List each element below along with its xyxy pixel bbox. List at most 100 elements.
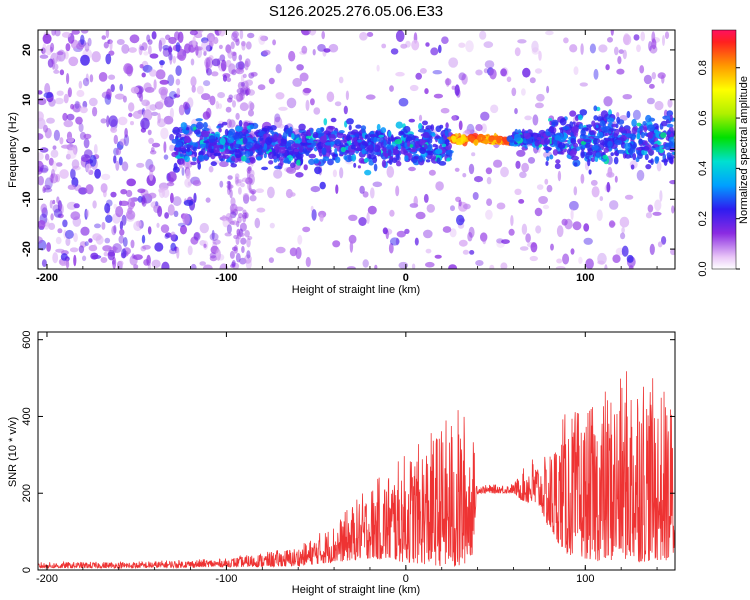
spectrogram-cell: [293, 143, 301, 148]
spectrogram-cell: [458, 42, 466, 48]
spectrogram-cell: [323, 48, 331, 53]
spectrogram-cell: [312, 131, 319, 139]
spectrogram-cell: [328, 134, 336, 141]
spectrogram-cell: [590, 157, 596, 162]
spectrogram-cell: [308, 153, 317, 159]
spectrogram-cell: [219, 180, 224, 188]
spectrogram-cell: [395, 237, 399, 246]
spectrogram-cell: [414, 237, 419, 246]
spectrogram-cell: [554, 163, 561, 170]
spectrogram-cell: [182, 213, 190, 225]
spectrogram-cell: [180, 225, 187, 235]
spectrogram-cell: [425, 248, 432, 254]
spectrogram-cell: [569, 110, 577, 117]
spectrogram-cell: [468, 163, 475, 175]
spectrogram-cell: [403, 125, 411, 134]
spectrogram-cell: [133, 254, 143, 260]
spectrogram-cell: [436, 157, 441, 164]
spectrogram-cell: [606, 181, 611, 193]
spectrogram-cell: [219, 137, 226, 145]
spectrogram-cell: [573, 186, 578, 196]
spectrogram-cell: [640, 131, 645, 139]
spectrogram-cell: [492, 136, 500, 140]
spectrogram-cell: [572, 121, 576, 125]
spectrogram-cell: [290, 162, 296, 168]
spectrogram-cell: [591, 186, 600, 198]
spectrogram-cell: [222, 74, 228, 82]
spectrogram-cell: [274, 113, 281, 123]
spectrogram-cell: [44, 83, 51, 95]
spectrogram-cell: [59, 169, 69, 179]
spectrogram-cell: [51, 58, 55, 70]
spectrogram-cell: [136, 162, 145, 168]
spectrogram-cell: [283, 159, 291, 164]
spectrogram-cell: [219, 263, 228, 269]
spectrogram-cell: [538, 50, 542, 61]
spectrogram-cell: [511, 87, 517, 97]
spectrogram-cell: [370, 187, 375, 199]
spectrogram-cell: [101, 221, 106, 230]
spectrogram-cell: [212, 239, 221, 245]
spectrogram-cell: [623, 33, 630, 45]
spectrogram-cell: [118, 260, 124, 266]
spectrogram-cell: [202, 133, 210, 138]
spectrogram-cell: [147, 263, 152, 269]
spectrogram-cell: [140, 245, 147, 252]
spectrogram-cell: [258, 148, 262, 155]
spectrogram-cell: [500, 262, 508, 269]
spectrogram-cell: [431, 132, 436, 137]
spectrogram-cell: [111, 225, 117, 236]
spectrogram-cell: [240, 82, 246, 87]
spectrogram-cell: [46, 242, 51, 252]
spectrogram-cell: [445, 150, 452, 156]
spectrogram-cell: [245, 89, 249, 96]
spectrogram-cell: [570, 139, 574, 143]
spectrogram-cell: [56, 196, 60, 204]
spectrogram-cell: [213, 144, 221, 148]
spectrogram-cell: [71, 159, 80, 170]
spectrogram-cell: [195, 44, 199, 56]
spectrogram-cell: [125, 189, 133, 198]
spectrogram-cell: [508, 136, 513, 141]
spectrogram-cell: [308, 158, 316, 165]
spectrogram-cell: [630, 164, 635, 170]
spectrogram-cell: [616, 112, 620, 118]
spectrogram-cell: [441, 36, 449, 44]
spectrogram-cell: [535, 225, 542, 234]
spectrogram-cell: [38, 133, 44, 140]
spectrogram-cell: [599, 139, 605, 146]
spectrogram-cell: [256, 207, 266, 213]
spectrogram-cell: [302, 226, 311, 233]
spectrogram-cell: [408, 118, 415, 123]
spectrogram-cell: [118, 156, 123, 166]
spectrogram-cell: [168, 52, 173, 61]
spectrogram-cell: [659, 190, 663, 202]
spectrogram-cell: [617, 56, 622, 65]
spectrogram-cell: [170, 231, 176, 241]
spectrogram-cell: [618, 126, 626, 132]
spectrogram-cell: [119, 83, 123, 92]
spectrogram-cell: [203, 80, 211, 87]
spectrogram-cell: [117, 116, 128, 126]
spectrogram-cell: [297, 234, 303, 245]
spectrogram-cell: [591, 144, 599, 151]
y-tick-label: 10: [21, 94, 33, 106]
spectrogram-cell: [38, 166, 43, 175]
spectrogram-cell: [521, 88, 526, 96]
spectrogram-cell: [186, 147, 191, 153]
spectrogram-cell: [187, 181, 192, 186]
spectrogram-cell: [364, 169, 372, 176]
spectrogram-cell: [104, 203, 111, 214]
spectrogram-cell: [463, 203, 471, 210]
spectrogram-cell: [489, 264, 495, 269]
spectrogram-cell: [589, 130, 595, 136]
spectrogram-cell: [311, 209, 317, 221]
spectrogram-cell: [169, 248, 178, 255]
spectrogram-cell: [121, 161, 129, 172]
spectrogram-cell: [53, 129, 61, 141]
spectrogram-cell: [211, 229, 215, 240]
spectrogram-cell: [241, 245, 245, 254]
spectrogram-cell: [325, 145, 332, 150]
spectrogram-cell: [173, 210, 179, 217]
spectrogram-cell: [277, 139, 282, 144]
